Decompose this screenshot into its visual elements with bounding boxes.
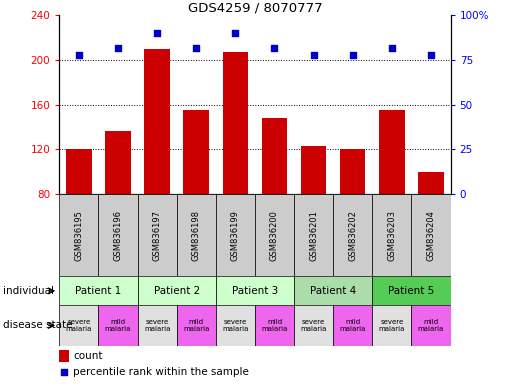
Bar [411, 305, 451, 346]
Text: percentile rank within the sample: percentile rank within the sample [73, 366, 249, 377]
Bar [216, 276, 294, 305]
Bar [177, 305, 216, 346]
Text: mild
malaria: mild malaria [418, 319, 444, 332]
Bar [222, 52, 248, 194]
Text: severe
malaria: severe malaria [222, 319, 249, 332]
Bar [98, 194, 138, 276]
Point [153, 30, 161, 36]
Text: Patient 4: Patient 4 [310, 286, 356, 296]
Text: GSM836201: GSM836201 [309, 210, 318, 261]
Point [349, 51, 357, 58]
Bar [372, 194, 411, 276]
Bar [66, 149, 92, 194]
Bar [138, 194, 177, 276]
Text: count: count [73, 351, 102, 361]
Point [231, 30, 239, 36]
Title: GDS4259 / 8070777: GDS4259 / 8070777 [187, 1, 322, 14]
Text: GSM836197: GSM836197 [152, 210, 162, 261]
Bar [333, 194, 372, 276]
Bar [177, 194, 216, 276]
Bar [372, 305, 411, 346]
Bar [301, 146, 327, 194]
Text: GSM836195: GSM836195 [74, 210, 83, 261]
Text: mild
malaria: mild malaria [339, 319, 366, 332]
Text: severe
malaria: severe malaria [144, 319, 170, 332]
Bar [105, 131, 131, 194]
Bar [294, 194, 333, 276]
Bar [372, 276, 451, 305]
Bar [255, 305, 294, 346]
Text: GSM836196: GSM836196 [113, 210, 123, 261]
Bar [294, 305, 333, 346]
Bar [340, 149, 366, 194]
Point [388, 45, 396, 51]
Text: severe
malaria: severe malaria [300, 319, 327, 332]
Bar [59, 276, 138, 305]
Bar [183, 110, 209, 194]
Point [427, 51, 435, 58]
Text: severe
malaria: severe malaria [65, 319, 92, 332]
Text: mild
malaria: mild malaria [261, 319, 288, 332]
Point [310, 51, 318, 58]
Text: severe
malaria: severe malaria [379, 319, 405, 332]
Bar [411, 194, 451, 276]
Bar [98, 305, 138, 346]
Point [114, 45, 122, 51]
Bar [144, 49, 170, 194]
Bar [379, 110, 405, 194]
Text: mild
malaria: mild malaria [105, 319, 131, 332]
Bar [216, 194, 255, 276]
Text: disease state: disease state [3, 320, 72, 331]
Bar [59, 194, 98, 276]
Text: individual: individual [3, 286, 54, 296]
Text: GSM836199: GSM836199 [231, 210, 240, 261]
Point [75, 51, 83, 58]
Text: Patient 1: Patient 1 [75, 286, 122, 296]
Text: mild
malaria: mild malaria [183, 319, 210, 332]
Bar [294, 276, 372, 305]
Bar [418, 172, 444, 194]
Point [60, 369, 68, 375]
Text: Patient 5: Patient 5 [388, 286, 435, 296]
Bar [138, 305, 177, 346]
Text: GSM836202: GSM836202 [348, 210, 357, 261]
Text: Patient 3: Patient 3 [232, 286, 278, 296]
Bar [59, 305, 98, 346]
Bar [138, 276, 216, 305]
Bar [262, 118, 287, 194]
Bar [333, 305, 372, 346]
Bar [59, 350, 69, 362]
Bar [255, 194, 294, 276]
Text: GSM836200: GSM836200 [270, 210, 279, 261]
Text: Patient 2: Patient 2 [153, 286, 200, 296]
Point [270, 45, 279, 51]
Text: GSM836198: GSM836198 [192, 210, 201, 261]
Bar [216, 305, 255, 346]
Text: GSM836203: GSM836203 [387, 210, 397, 261]
Point [192, 45, 200, 51]
Text: GSM836204: GSM836204 [426, 210, 436, 261]
